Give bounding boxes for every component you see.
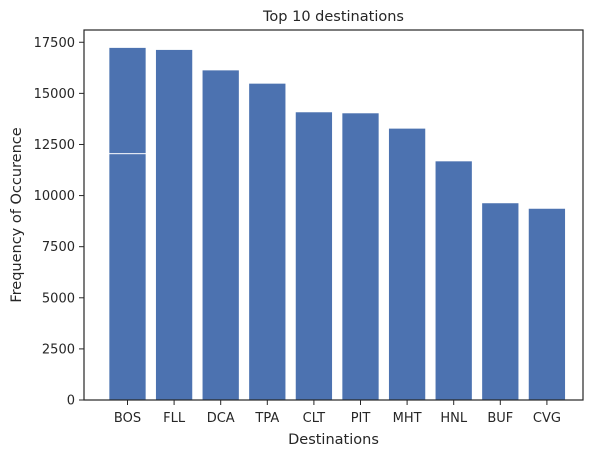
x-tick-label: PIT bbox=[351, 411, 371, 426]
bar-fll bbox=[154, 48, 194, 401]
x-tick-label: BUF bbox=[487, 411, 513, 426]
bars-group bbox=[108, 46, 567, 401]
x-axis-label: Destinations bbox=[288, 432, 379, 448]
x-tick-label: HNL bbox=[440, 411, 468, 426]
bar-pit bbox=[341, 112, 380, 401]
y-tick-label: 0 bbox=[67, 394, 75, 409]
x-tick-label: CVG bbox=[533, 411, 561, 426]
x-tick-label: DCA bbox=[207, 411, 235, 426]
y-tick-label: 17500 bbox=[34, 36, 75, 51]
chart-title: Top 10 destinations bbox=[262, 9, 404, 25]
x-axis-ticks: BOS FLL DCA TPA CLT PIT MHT HNL BUF CVG bbox=[114, 400, 561, 426]
y-tick-label: 15000 bbox=[34, 87, 75, 102]
x-tick-label: TPA bbox=[254, 411, 279, 426]
bar-hnl bbox=[434, 160, 473, 401]
y-axis-label: Frequency of Occurence bbox=[9, 127, 25, 302]
y-axis-ticks: 0 2500 5000 7500 10000 12500 15000 17500 bbox=[34, 36, 84, 409]
y-tick-label: 7500 bbox=[42, 240, 75, 255]
x-tick-label: BOS bbox=[114, 411, 141, 426]
bar-cvg bbox=[527, 207, 567, 401]
bar-clt bbox=[294, 111, 334, 401]
y-tick-label: 2500 bbox=[42, 342, 75, 357]
y-tick-label: 5000 bbox=[42, 291, 75, 306]
bar-dca bbox=[201, 69, 240, 401]
plot-frame bbox=[83, 29, 584, 401]
bar-mht bbox=[387, 127, 427, 401]
x-tick-label: FLL bbox=[163, 411, 186, 426]
x-tick-label: CLT bbox=[303, 411, 326, 426]
bar-tpa bbox=[248, 82, 287, 401]
bar-buf bbox=[481, 202, 520, 401]
y-tick-label: 10000 bbox=[34, 189, 75, 204]
x-tick-label: MHT bbox=[393, 411, 422, 426]
bar-overlay-bos bbox=[108, 153, 147, 401]
y-tick-label: 12500 bbox=[34, 138, 75, 153]
